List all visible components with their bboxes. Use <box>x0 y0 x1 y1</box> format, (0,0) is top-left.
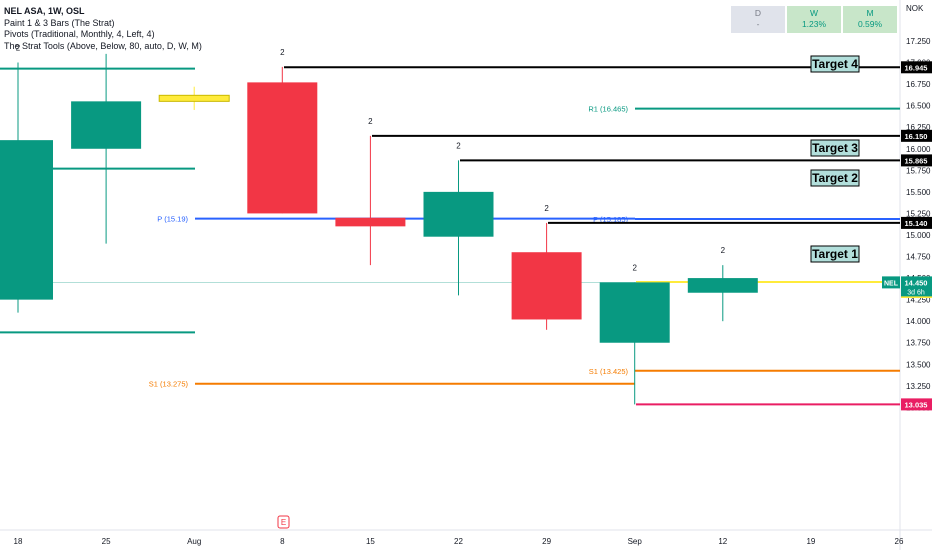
price-tag-target1: 15.140 <box>905 219 928 228</box>
candle-body-5 <box>423 191 494 237</box>
target-box-label: Target 1 <box>812 247 858 261</box>
price-tag-stop: 13.035 <box>905 400 928 409</box>
x-tick-label: 8 <box>280 537 285 546</box>
target-box-bg <box>810 55 860 73</box>
price-tag-target2-bg <box>901 154 932 167</box>
price-tag-target4-bg <box>901 61 932 74</box>
status-weekly-value: 1.23% <box>801 19 827 29</box>
pivot-s1-prev-label: S1 (13.275) <box>149 380 189 389</box>
y-tick-label: 15.750 <box>906 166 931 175</box>
strat-bar-label: 2 <box>544 204 549 213</box>
y-tick-label: 16.000 <box>906 145 931 154</box>
x-tick-label: 19 <box>806 537 815 546</box>
target-box-4[interactable]: Target 4 <box>810 55 860 73</box>
x-tick-label: 12 <box>718 537 727 546</box>
symbol-tag: NEL <box>884 280 899 287</box>
y-tick-label: 17.250 <box>906 37 931 46</box>
earnings-event-icon <box>277 515 290 529</box>
candle-body-4 <box>335 217 406 227</box>
candle-body-3 <box>247 82 318 214</box>
status-weekly: W 1.23% <box>787 6 841 33</box>
price-tag-stop-bg <box>901 398 932 411</box>
candle-body-8 <box>687 278 758 293</box>
candle-body-0 <box>0 140 53 300</box>
target-box-2[interactable]: Target 2 <box>810 169 860 187</box>
target-box-bg <box>810 245 860 263</box>
status-daily-value: - <box>756 19 760 29</box>
y-tick-label: 13.750 <box>906 339 931 348</box>
target-box-1[interactable]: Target 1 <box>810 245 860 263</box>
x-tick-label: 25 <box>102 537 111 546</box>
indicator-pivots[interactable]: Pivots (Traditional, Monthly, 4, Left, 4… <box>4 29 155 39</box>
candle-body-2 <box>158 94 230 102</box>
y-tick-label: 15.500 <box>906 188 931 197</box>
price-tag-target1-bg <box>901 216 932 229</box>
candle-body-7 <box>599 282 670 343</box>
strat-bar-label: 2 <box>368 117 373 126</box>
price-tag-last-bg <box>901 276 932 297</box>
earnings-event-label: E <box>281 518 286 527</box>
strat-bar-label: 2 <box>456 141 461 150</box>
symbol-title[interactable]: NEL ASA, 1W, OSL <box>4 6 85 16</box>
indicator-strat-tools[interactable]: The Strat Tools (Above, Below, 80, auto,… <box>4 40 202 51</box>
status-daily-label: D <box>754 8 762 18</box>
x-tick-label: 29 <box>542 537 551 546</box>
price-tag-countdown: 3d 6h <box>907 289 925 296</box>
status-monthly: M 0.59% <box>843 6 897 33</box>
strat-bar-label: 2 <box>280 48 285 57</box>
target-box-label: Target 3 <box>812 141 858 155</box>
target-box-3[interactable]: Target 3 <box>810 139 860 157</box>
x-tick-label: 18 <box>14 537 23 546</box>
target-box-label: Target 2 <box>812 171 858 185</box>
x-tick-label: Sep <box>628 537 643 546</box>
candle-body-6 <box>511 252 582 320</box>
y-tick-label: 16.500 <box>906 102 931 111</box>
x-tick-label: 26 <box>895 537 904 546</box>
x-tick-label: 15 <box>366 537 375 546</box>
price-tag-last: 14.450 <box>905 278 928 287</box>
target-box-bg <box>810 169 860 187</box>
candle-body-1 <box>71 101 142 149</box>
price-tag-target3: 16.150 <box>905 132 928 141</box>
y-tick-label: 13.500 <box>906 360 931 369</box>
timeframe-status-panel: D - W 1.23% M 0.59% <box>731 6 897 33</box>
price-tag-target3-bg <box>901 129 932 142</box>
y-tick-label: 14.750 <box>906 253 931 262</box>
pivot-p-label: P (15.19) <box>157 215 188 224</box>
y-tick-label: 14.000 <box>906 317 931 326</box>
status-monthly-label: M <box>866 8 874 18</box>
status-monthly-value: 0.59% <box>857 19 883 29</box>
pivot-r1-label: R1 (16.465) <box>588 105 628 114</box>
y-tick-label: 13.250 <box>906 382 931 391</box>
x-tick-label: Aug <box>187 537 201 546</box>
price-tag-target4: 16.945 <box>905 63 928 72</box>
currency-label: NOK <box>906 4 924 13</box>
strat-bar-label: 2 <box>16 44 21 53</box>
status-daily: D - <box>731 6 785 33</box>
chart-legend: NEL ASA, 1W, OSL Paint 1 & 3 Bars (The S… <box>4 6 202 52</box>
y-tick-label: 16.750 <box>906 80 931 89</box>
indicator-strat-paint[interactable]: Paint 1 & 3 Bars (The Strat) <box>4 17 115 28</box>
symbol-tag-bg <box>882 276 900 289</box>
pivot-s1-label: S1 (13.425) <box>589 367 629 376</box>
y-tick-label: 15.250 <box>906 209 931 218</box>
y-tick-label: 14.250 <box>906 296 931 305</box>
status-weekly-label: W <box>809 8 819 18</box>
target-box-label: Target 4 <box>812 57 858 71</box>
strat-bar-label: 2 <box>721 246 726 255</box>
price-tag-target2: 15.865 <box>905 156 928 165</box>
x-tick-label: 22 <box>454 537 463 546</box>
strat-bar-label: 2 <box>632 263 637 272</box>
target-box-bg <box>810 139 860 157</box>
pivot-p-next-label: P (15.185) <box>593 215 628 224</box>
y-tick-label: 15.000 <box>906 231 931 240</box>
y-tick-label: 16.250 <box>906 123 931 132</box>
